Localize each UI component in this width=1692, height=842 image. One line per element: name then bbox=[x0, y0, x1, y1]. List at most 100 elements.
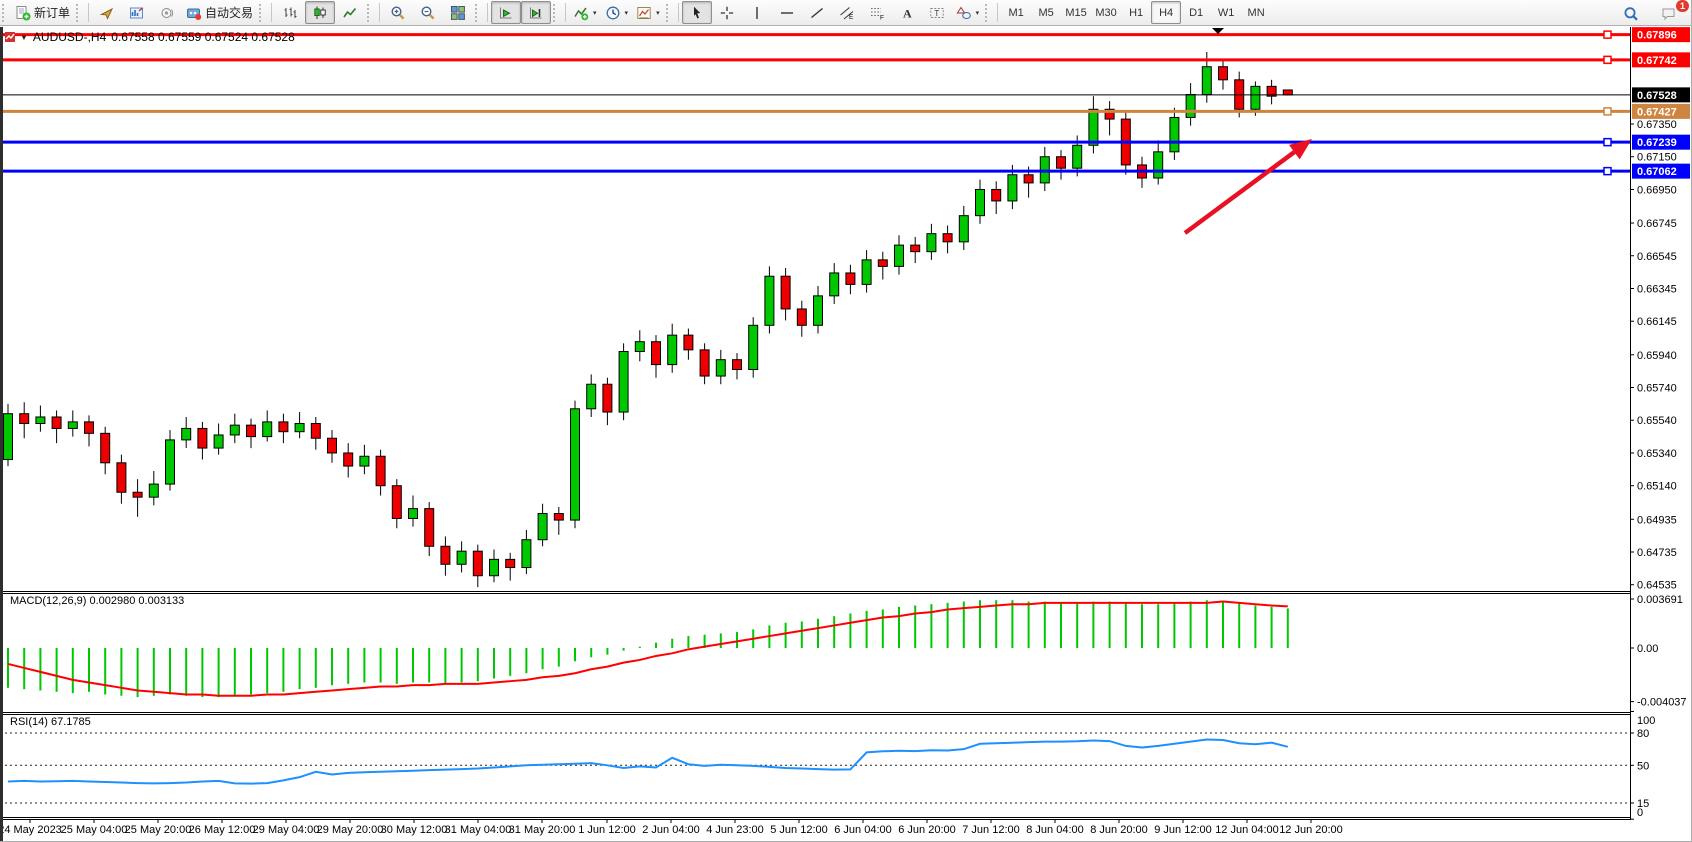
dropdown-caret-icon: ▾ bbox=[624, 9, 629, 17]
auto-scroll-button[interactable] bbox=[491, 1, 522, 24]
text-button[interactable]: A bbox=[892, 1, 922, 24]
toolbar-separator bbox=[487, 3, 489, 22]
line-drag-handle[interactable] bbox=[1603, 137, 1612, 147]
new-order-button-label: 新订单 bbox=[34, 6, 71, 20]
macd-axis-label: 0.003691 bbox=[1637, 594, 1683, 606]
candle-bearish bbox=[942, 233, 953, 243]
templates-button[interactable]: ▾ bbox=[632, 1, 664, 24]
tf-m1-button-label: M1 bbox=[1008, 6, 1024, 19]
chat-button[interactable]: 1 bbox=[1654, 0, 1689, 25]
tile-windows-button[interactable] bbox=[443, 1, 473, 24]
shapes-icon bbox=[956, 6, 971, 19]
indicators-button[interactable]: ▾ bbox=[569, 1, 601, 24]
zoom-out-button[interactable] bbox=[413, 1, 443, 24]
trend-arrow-annotation[interactable] bbox=[1183, 139, 1312, 235]
horizontal-line-button[interactable] bbox=[772, 1, 802, 24]
price-badge bbox=[1632, 52, 1690, 68]
chart-shift-icon bbox=[530, 7, 542, 18]
candle-bearish bbox=[327, 437, 337, 454]
price-tick-label: 0.65740 bbox=[1637, 383, 1677, 395]
price-badge-label: 0.67062 bbox=[1637, 166, 1677, 178]
chart-shift-button[interactable] bbox=[521, 1, 552, 24]
candle-bullish bbox=[570, 408, 580, 521]
price-tick-label: 0.66950 bbox=[1637, 184, 1677, 196]
candle-bullish bbox=[1169, 116, 1180, 153]
candle-bullish bbox=[764, 275, 775, 326]
chart-pointer-button[interactable] bbox=[92, 1, 122, 24]
profiles-button[interactable] bbox=[122, 1, 152, 24]
tf-mn-button-label: MN bbox=[1247, 6, 1265, 19]
price-axis[interactable] bbox=[1630, 27, 1692, 820]
time-tick-label: 8 Jun 04:00 bbox=[1026, 824, 1084, 836]
price-tick-label: 0.67350 bbox=[1637, 119, 1677, 131]
dropdown-caret-icon: ▾ bbox=[593, 9, 597, 17]
pointer-icon bbox=[99, 7, 114, 20]
fibonacci-button[interactable]: F bbox=[862, 1, 892, 24]
toolbar-grip bbox=[985, 3, 991, 22]
candle-bullish bbox=[667, 334, 678, 366]
tf-h1-button[interactable]: H1 bbox=[1121, 1, 1151, 24]
candle-bearish bbox=[553, 513, 564, 521]
line-drag-handle[interactable] bbox=[1603, 107, 1612, 116]
line-chart-button[interactable] bbox=[335, 1, 365, 24]
crosshair-button[interactable] bbox=[712, 1, 742, 24]
channel-button[interactable]: E bbox=[832, 1, 862, 24]
time-tick-label: 26 May 12:00 bbox=[189, 824, 256, 836]
price-badge-label: 0.67239 bbox=[1637, 137, 1677, 149]
chart-menu-arrow-icon[interactable]: ▼ bbox=[20, 32, 28, 42]
new-order-button[interactable]: 新订单 bbox=[11, 1, 74, 24]
periods-button[interactable]: ▾ bbox=[601, 1, 633, 24]
time-tick-label: 25 May 20:00 bbox=[125, 824, 192, 836]
price-badge-label: 0.67427 bbox=[1637, 106, 1677, 118]
cursor-button[interactable] bbox=[681, 1, 712, 24]
tf-m1-button[interactable]: M1 bbox=[1001, 1, 1031, 24]
candle-bearish bbox=[877, 259, 888, 267]
trendline-button[interactable] bbox=[802, 1, 832, 24]
line-drag-handle[interactable] bbox=[1603, 55, 1612, 65]
candle-bearish bbox=[116, 462, 127, 493]
tf-m15-button[interactable]: M15 bbox=[1061, 1, 1091, 24]
price-tick-label: 0.65140 bbox=[1637, 481, 1677, 493]
label-button[interactable]: T bbox=[922, 1, 952, 24]
rsi-indicator-label: RSI(14) 67.1785 bbox=[10, 716, 91, 728]
trendline-icon bbox=[810, 7, 823, 18]
candle-bullish bbox=[165, 439, 175, 485]
price-tick-label: 0.67150 bbox=[1637, 152, 1677, 164]
search-button[interactable] bbox=[1616, 2, 1646, 25]
tf-m5-button[interactable]: M5 bbox=[1031, 1, 1061, 24]
time-tick-label: 4 Jun 23:00 bbox=[706, 824, 764, 836]
candle-bearish bbox=[343, 452, 354, 467]
alerts-button[interactable] bbox=[152, 1, 182, 24]
line-drag-handle[interactable] bbox=[1603, 30, 1612, 39]
tf-h4-button-label: H4 bbox=[1159, 6, 1174, 19]
tf-w1-button[interactable]: W1 bbox=[1211, 1, 1241, 24]
tf-mn-button[interactable]: MN bbox=[1241, 1, 1271, 24]
line-drag-handle[interactable] bbox=[1603, 166, 1612, 176]
auto-trading-button[interactable]: 自动交易 bbox=[182, 1, 257, 24]
svg-text:T: T bbox=[934, 8, 939, 17]
time-tick-label: 24 May 2023 bbox=[0, 824, 62, 836]
shapes-button[interactable]: ▾ bbox=[952, 1, 984, 24]
candle-bullish bbox=[1185, 94, 1196, 118]
crosshair-icon bbox=[720, 6, 733, 19]
fibonacci-icon: F bbox=[870, 7, 884, 21]
time-tick-label: 31 May 20:00 bbox=[509, 824, 576, 836]
tf-d1-button[interactable]: D1 bbox=[1181, 1, 1211, 24]
candle-bullish bbox=[262, 421, 273, 438]
time-axis[interactable] bbox=[0, 820, 1692, 842]
rsi-axis-label: 15 bbox=[1637, 798, 1649, 810]
arrow-head bbox=[1288, 139, 1312, 160]
candle-bearish bbox=[100, 432, 111, 464]
zoom-in-button[interactable] bbox=[383, 1, 413, 24]
time-tick-label: 8 Jun 20:00 bbox=[1090, 824, 1148, 836]
time-tick-label: 6 Jun 04:00 bbox=[834, 824, 892, 836]
vertical-line-button[interactable] bbox=[742, 1, 772, 24]
candle-bullish bbox=[586, 383, 597, 410]
new-order-icon bbox=[16, 5, 31, 20]
rsi-axis-label: 80 bbox=[1637, 728, 1649, 740]
tf-h4-button[interactable]: H4 bbox=[1151, 1, 1182, 24]
candlestick-button[interactable] bbox=[305, 1, 336, 24]
bar-chart-button[interactable] bbox=[275, 1, 305, 24]
tf-m30-button[interactable]: M30 bbox=[1091, 1, 1121, 24]
